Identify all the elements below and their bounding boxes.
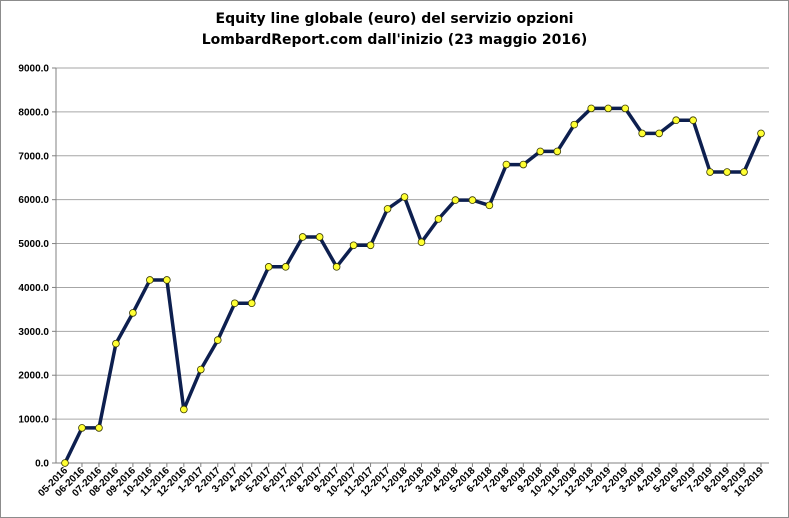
data-point-05-2016	[61, 459, 69, 467]
data-point-11-2016	[163, 276, 171, 284]
series-layer	[63, 106, 763, 465]
chart-subtitle: LombardReport.com dall'inizio (23 maggio…	[201, 32, 588, 48]
y-tick-label: 2000.0	[18, 371, 49, 382]
y-tick-label: 1000.0	[18, 415, 49, 426]
data-point-6-2017	[281, 263, 290, 271]
data-point-08-2016	[112, 339, 120, 348]
data-point-8-2017	[315, 233, 324, 241]
data-point-4-2018	[451, 196, 460, 204]
data-point-06-2016	[78, 424, 86, 432]
chart-title-block: Equity line globale (euro) del servizio …	[1, 9, 788, 51]
data-point-1-2019	[604, 104, 613, 113]
x-axis-ticks: 05-201606-201607-201608-201609-201610-20…	[36, 465, 766, 499]
data-point-9-2018	[536, 147, 545, 156]
axes	[52, 67, 769, 467]
y-axis-ticks: 0.0 1000.0 2000.0 3000.0 4000.0 5000.0 6000.0 7…	[18, 64, 49, 470]
y-tick-label: 9000.0	[18, 64, 49, 75]
data-point-9-2017	[332, 263, 341, 271]
data-point-4-2017	[247, 299, 256, 308]
y-tick-label: 0.0	[35, 459, 49, 470]
data-point-4-2019	[655, 129, 663, 138]
data-point-1-2017	[197, 365, 205, 374]
data-point-07-2016	[95, 424, 103, 432]
y-tick-label: 8000.0	[18, 107, 49, 118]
y-tick-label: 6000.0	[18, 195, 49, 206]
data-point-10-2017	[349, 241, 358, 250]
data-point-5-2017	[264, 263, 273, 271]
data-point-2-2017	[213, 336, 222, 344]
data-point-9-2019	[740, 168, 748, 176]
data-point-6-2018	[485, 201, 494, 210]
data-point-12-2016	[180, 405, 188, 414]
data-point-7-2018	[502, 160, 511, 169]
data-point-1-2018	[400, 193, 409, 201]
y-tick-label: 7000.0	[18, 151, 49, 162]
data-point-5-2018	[468, 196, 477, 204]
chart-title: Equity line globale (euro) del servizio …	[215, 11, 574, 27]
data-point-8-2018	[519, 160, 528, 169]
data-point-7-2019	[706, 168, 714, 176]
y-tick-label: 3000.0	[18, 327, 49, 338]
data-point-3-2017	[230, 299, 239, 308]
data-point-09-2016	[129, 309, 137, 317]
data-point-2-2019	[621, 104, 629, 113]
data-point-10-2019	[757, 129, 765, 138]
data-point-3-2019	[638, 129, 646, 138]
data-point-5-2019	[672, 116, 680, 125]
data-point-8-2019	[723, 168, 731, 176]
data-point-12-2017	[383, 205, 392, 213]
data-point-2-2018	[417, 238, 426, 247]
y-tick-label: 5000.0	[18, 239, 49, 250]
data-point-7-2017	[298, 233, 307, 241]
data-point-3-2018	[434, 215, 443, 223]
data-point-10-2018	[553, 147, 562, 156]
data-point-11-2017	[366, 241, 375, 250]
data-point-11-2018	[570, 120, 579, 129]
data-point-10-2016	[146, 276, 154, 284]
markers	[61, 104, 765, 467]
data-point-6-2019	[689, 116, 697, 125]
series-line	[63, 106, 763, 465]
gridlines	[56, 67, 769, 420]
y-tick-label: 4000.0	[18, 283, 49, 294]
data-point-12-2018	[587, 104, 596, 113]
